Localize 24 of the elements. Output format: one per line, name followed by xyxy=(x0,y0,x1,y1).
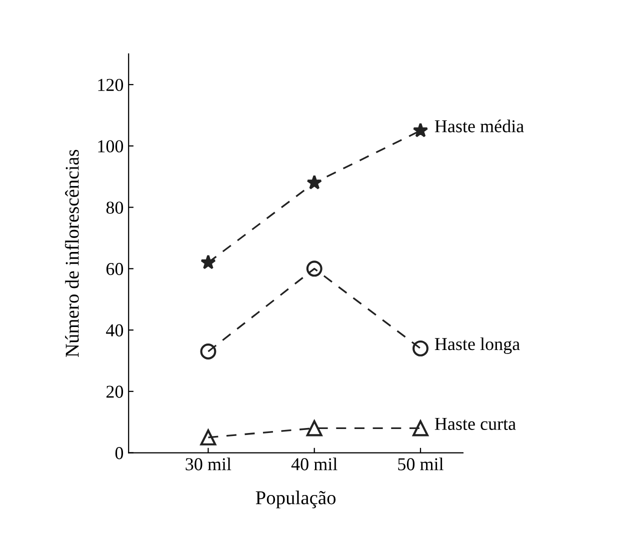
series-label: Haste média xyxy=(434,120,524,132)
y-tick-label: 100 xyxy=(98,140,124,152)
y-axis-title: Número de inflorescências xyxy=(64,150,79,357)
x-tick-label: 50 mil xyxy=(398,458,444,470)
series-label: Haste longa xyxy=(434,337,520,354)
point xyxy=(412,122,428,138)
x-tick-label: 40 mil xyxy=(291,458,338,470)
point xyxy=(306,420,322,436)
x-axis-title: População xyxy=(256,490,336,508)
y-tick-label: 120 xyxy=(98,78,124,92)
y-tick-label: 40 xyxy=(106,324,124,336)
y-tick-label: 80 xyxy=(106,202,124,214)
y-tick-label: 0 xyxy=(115,447,124,460)
point xyxy=(200,344,216,360)
point xyxy=(200,429,216,446)
point xyxy=(200,254,216,270)
series-label: Haste curta xyxy=(434,418,516,430)
point xyxy=(306,174,322,190)
x-tick-label: 30 mil xyxy=(186,458,232,470)
y-tick-label: 60 xyxy=(106,262,124,276)
point xyxy=(412,420,428,436)
point xyxy=(306,260,322,277)
point xyxy=(412,340,428,356)
y-tick-label: 20 xyxy=(106,386,124,398)
